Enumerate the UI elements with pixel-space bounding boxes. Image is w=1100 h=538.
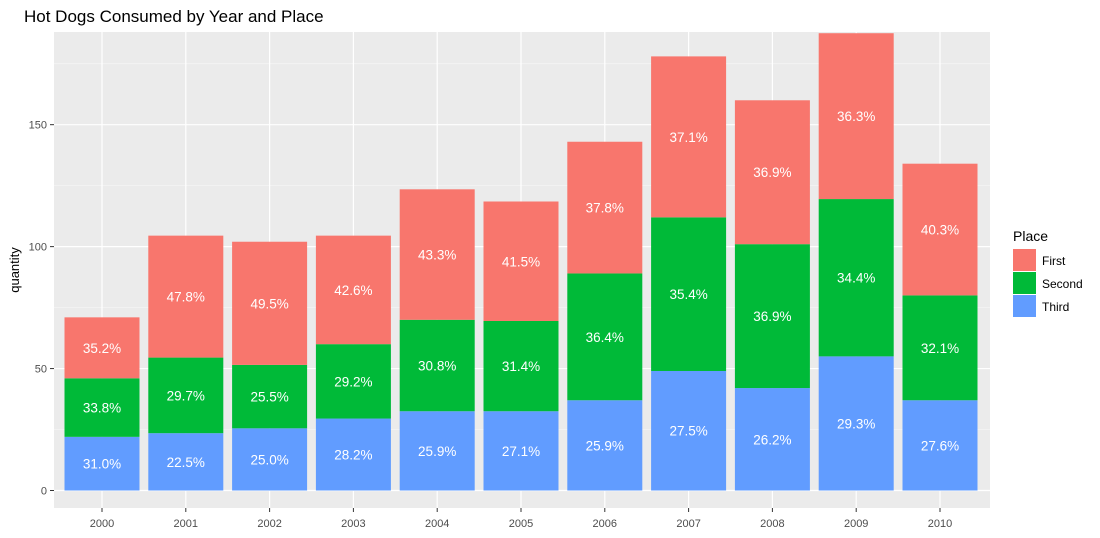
y-tick-label: 150: [29, 120, 47, 132]
bar-second-2004: [399, 319, 475, 412]
x-tick-label: 2001: [174, 518, 198, 530]
bar-label: 32.1%: [921, 341, 959, 356]
x-tick-label: 2003: [341, 518, 365, 530]
bar-second-2005: [483, 321, 559, 412]
bar-label: 35.2%: [83, 341, 121, 356]
bar-third-2009: [818, 356, 894, 491]
bar-third-2010: [902, 400, 978, 491]
bar-label: 29.3%: [837, 416, 875, 431]
bar-label: 25.0%: [250, 452, 288, 467]
bar-label: 36.9%: [753, 309, 791, 324]
bar-first-2010: [902, 163, 978, 296]
x-axis: 2000 2001 2002 2003 2004 2005 2006 2007 2008 2009…: [90, 508, 952, 530]
bar-label: 36.4%: [586, 330, 624, 345]
legend-title: Place: [1013, 228, 1048, 244]
bar-label: 34.4%: [837, 271, 875, 286]
bar-label: 31.0%: [83, 457, 121, 472]
bar-label: 41.5%: [502, 254, 540, 269]
x-tick-label: 2008: [760, 518, 784, 530]
bar-label: 47.8%: [167, 290, 205, 305]
bar-first-2005: [483, 201, 559, 322]
bar-third-2001: [148, 433, 224, 491]
bar-second-2008: [734, 244, 810, 389]
bar-first-2000: [64, 317, 140, 379]
bar-label: 35.4%: [669, 287, 707, 302]
bar-first-2004: [399, 189, 475, 320]
bar-first-2009: [818, 33, 894, 200]
legend-label-third: Third: [1042, 300, 1069, 314]
x-tick-label: 2006: [593, 518, 617, 530]
y-tick-label: 100: [29, 242, 47, 254]
bar-second-2010: [902, 295, 978, 401]
bar-third-2002: [232, 428, 308, 491]
bar-label: 40.3%: [921, 223, 959, 238]
bar-label: 27.5%: [669, 424, 707, 439]
legend-key-first: [1013, 249, 1036, 271]
bar-label: 31.4%: [502, 359, 540, 374]
bar-third-2000: [64, 436, 140, 491]
x-tick-label: 2010: [928, 518, 952, 530]
bar-second-2007: [651, 217, 727, 371]
bar-label: 22.5%: [167, 455, 205, 470]
bar-label: 37.1%: [669, 130, 707, 145]
bar-first-2007: [651, 56, 727, 218]
y-axis-title: quantity: [7, 247, 22, 293]
bar-label: 29.7%: [167, 388, 205, 403]
bar-third-2006: [567, 400, 643, 491]
bar-second-2000: [64, 378, 140, 437]
bar-label: 37.8%: [586, 201, 624, 216]
y-tick-label: 0: [41, 486, 47, 498]
legend-label-first: First: [1042, 254, 1066, 268]
bar-third-2003: [315, 418, 391, 491]
bar-label: 27.6%: [921, 438, 959, 453]
legend-key-third: [1013, 295, 1036, 317]
y-axis: 0 50 100 150: [29, 120, 54, 498]
bar-label: 27.1%: [502, 444, 540, 459]
bar-label: 26.2%: [753, 432, 791, 447]
bar-label: 30.8%: [418, 359, 456, 374]
bar-first-2003: [315, 235, 391, 345]
bar-label: 29.2%: [334, 374, 372, 389]
legend-label-second: Second: [1042, 277, 1083, 291]
bar-label: 42.6%: [334, 283, 372, 298]
x-tick-label: 2004: [425, 518, 449, 530]
x-tick-label: 2009: [844, 518, 868, 530]
x-tick-label: 2007: [676, 518, 700, 530]
x-tick-label: 2000: [90, 518, 114, 530]
bars: [64, 33, 978, 491]
bar-label: 49.5%: [250, 296, 288, 311]
bar-third-2004: [399, 411, 475, 491]
x-tick-label: 2002: [257, 518, 281, 530]
bar-first-2006: [567, 141, 643, 274]
chart-title: Hot Dogs Consumed by Year and Place: [24, 7, 324, 26]
bar-second-2003: [315, 344, 391, 419]
bar-second-2009: [818, 199, 894, 357]
bar-second-2002: [232, 364, 308, 429]
bar-labels: 31.0% 33.8% 35.2% 22.5% 29.7% 47.8% 25.0% 25.5%…: [83, 109, 959, 472]
bar-first-2002: [232, 241, 308, 365]
bar-first-2001: [148, 235, 224, 358]
bar-third-2007: [651, 370, 727, 491]
bar-label: 25.9%: [586, 438, 624, 453]
bar-second-2001: [148, 357, 224, 434]
bar-label: 25.9%: [418, 444, 456, 459]
bar-label: 28.2%: [334, 448, 372, 463]
bar-third-2008: [734, 388, 810, 491]
bar-label: 36.9%: [753, 165, 791, 180]
bar-label: 36.3%: [837, 109, 875, 124]
bar-label: 33.8%: [83, 401, 121, 416]
bar-first-2008: [734, 100, 810, 245]
x-tick-label: 2005: [509, 518, 533, 530]
bar-second-2006: [567, 273, 643, 401]
bar-label: 25.5%: [250, 390, 288, 405]
bar-label: 43.3%: [418, 248, 456, 263]
legend: Place First Second Third: [1013, 228, 1083, 317]
bar-third-2005: [483, 411, 559, 491]
y-tick-label: 50: [35, 364, 47, 376]
legend-key-second: [1013, 272, 1036, 294]
